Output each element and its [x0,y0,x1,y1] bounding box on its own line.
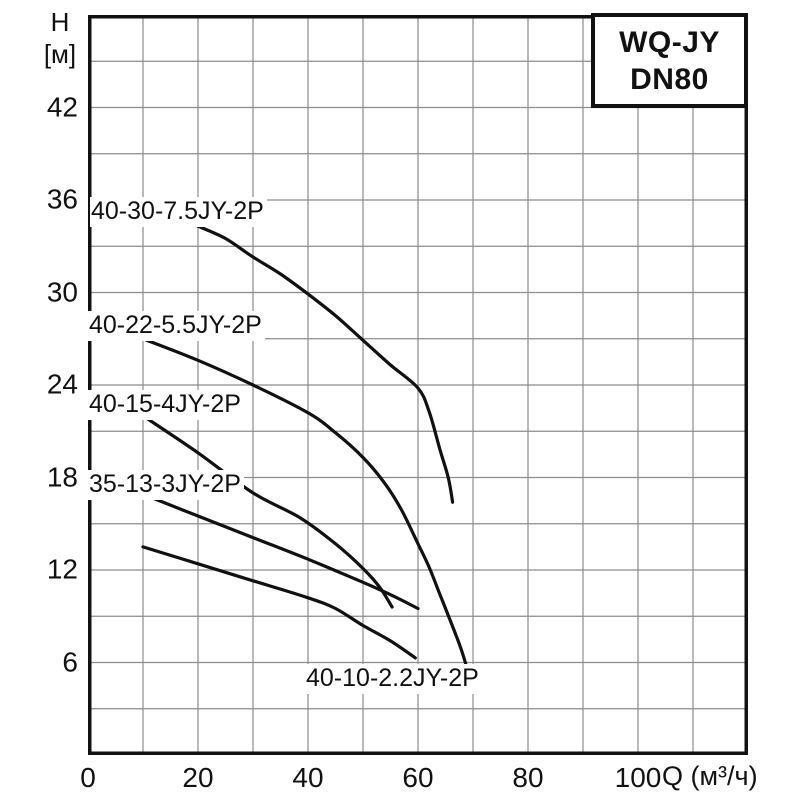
title-box: WQ-JY DN80 [591,13,748,108]
curve-40-30-7.5JY-2P [196,224,455,504]
curve-label-40-30-7.5JY-2P: 40-30-7.5JY-2P [90,197,267,227]
y-axis-title: H [м] [34,6,86,70]
x-tick-80: 80 [512,762,544,793]
y-tick-12: 12 [46,553,78,585]
y-tick-42: 42 [46,90,78,122]
x-tick-40: 40 [292,762,324,793]
title-box-series: WQ-JY [619,25,720,59]
curve-label-40-22-5.5JY-2P: 40-22-5.5JY-2P [88,311,265,341]
curve-label-40-10-2.2JY-2P: 40-10-2.2JY-2P [305,664,482,694]
curve-35-13-3JY-2P [149,495,420,611]
y-tick-36: 36 [46,183,78,215]
x-tick-20: 20 [182,762,214,793]
curve-40-22-5.5JY-2P [141,337,474,688]
curves-canvas [88,15,748,755]
y-tick-18: 18 [46,460,78,492]
x-axis-unit-label: Q (м³/ч) [662,761,758,791]
y-tick-6: 6 [62,645,78,677]
x-tick-60: 60 [402,762,434,793]
curve-label-35-13-3JY-2P: 35-13-3JY-2P [88,470,244,500]
y-tick-24: 24 [46,368,78,400]
y-axis-symbol: H [50,7,70,37]
y-axis-unit: [м] [43,39,77,69]
curve-40-15-4JY-2P [141,414,394,609]
y-tick-30: 30 [46,275,78,307]
x-tick-0: 0 [80,762,96,793]
x-tick-100: 100 [614,762,662,793]
title-box-dn: DN80 [630,62,709,96]
curve-40-10-2.2JY-2P [141,545,417,660]
plot-area [88,15,748,755]
curve-label-40-15-4JY-2P: 40-15-4JY-2P [88,390,244,420]
